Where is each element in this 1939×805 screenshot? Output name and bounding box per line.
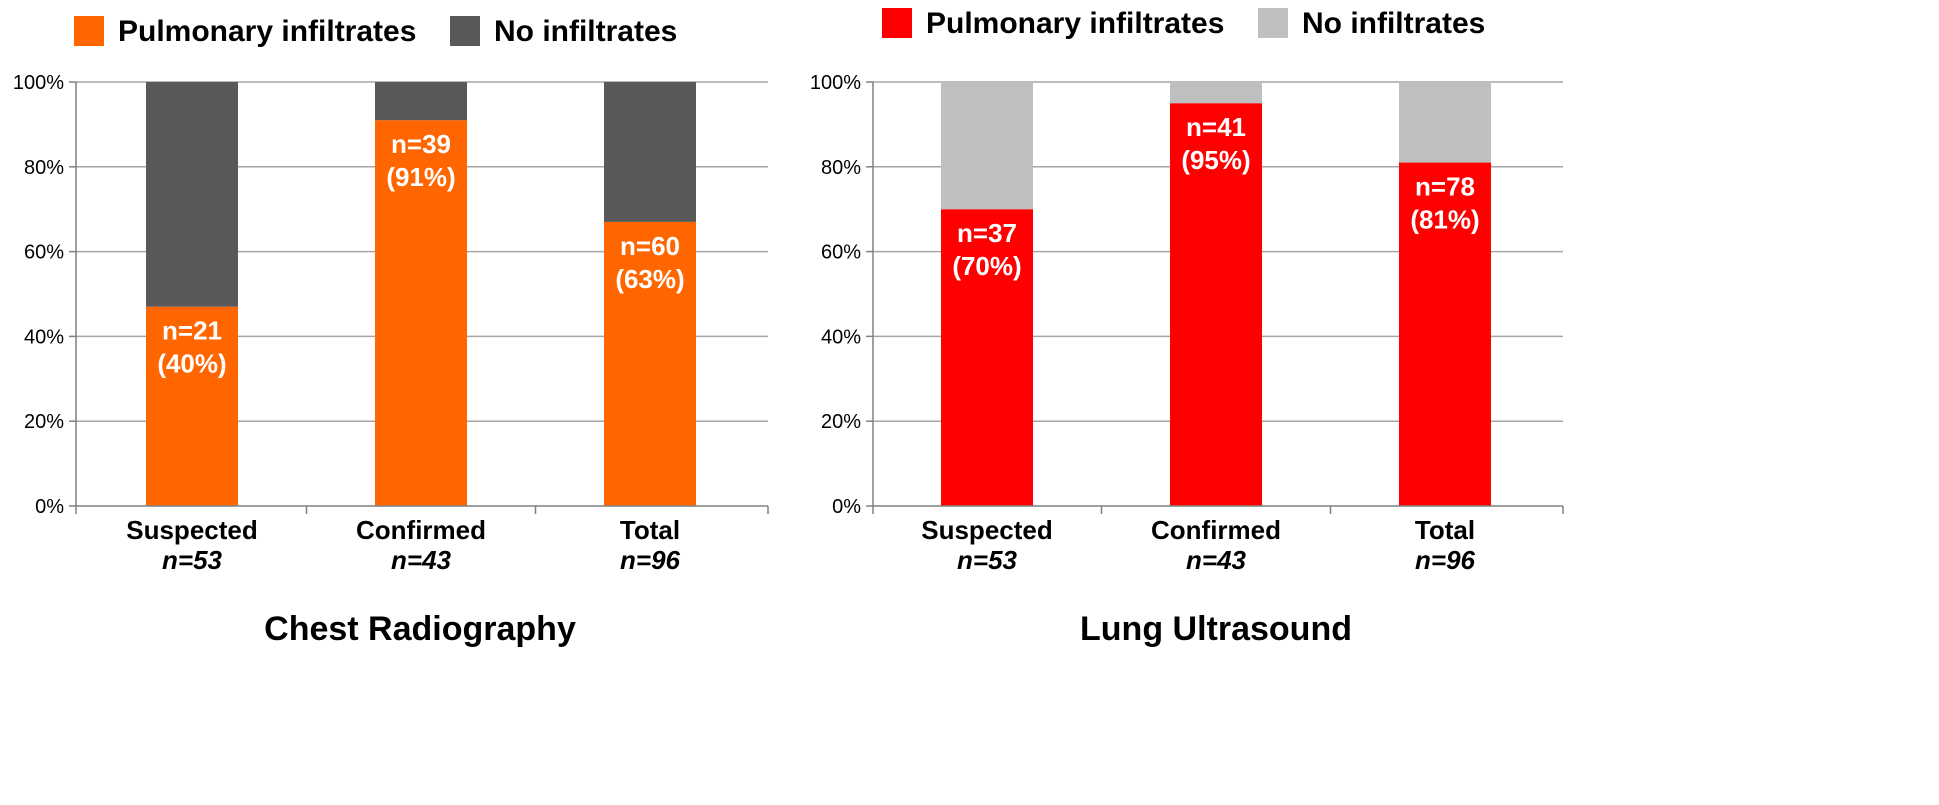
- chart-2-legend-label-2: No infiltrates: [1302, 7, 1485, 40]
- chart-1-bar-total-pulmonary-infiltrates: [604, 221, 696, 507]
- chart-1-xtick-count-suspected: n=53: [162, 545, 223, 575]
- chart-2-bar-confirmed-no-infiltrates: [1170, 82, 1262, 104]
- chart-2-ytick-label-40pct: 40%: [821, 326, 861, 348]
- chart-2-ytick-label-0pct: 0%: [832, 496, 861, 518]
- chart-2-ytick-label-20pct: 20%: [821, 411, 861, 433]
- chart-1-bar-suspected-no-infiltrates: [146, 82, 238, 307]
- chart-2-legend-swatch-1: [882, 8, 912, 38]
- chart-1-bar-confirmed-no-infiltrates: [375, 82, 467, 121]
- chart-1-bar-label-count-total: n=60: [620, 231, 680, 261]
- chart-2-bar-total-no-infiltrates: [1399, 82, 1491, 163]
- chart-1-xtick-count-confirmed: n=43: [391, 545, 452, 575]
- chart-2-xtick-count-suspected: n=53: [957, 545, 1018, 575]
- chart-2-bar-label-pct-suspected: (70%): [952, 251, 1021, 281]
- chart-2-ytick-label-100pct: 100%: [810, 72, 861, 94]
- chart-2-xtick-label-confirmed: Confirmed: [1151, 515, 1281, 545]
- chart-2-bar-label-count-total: n=78: [1415, 172, 1475, 202]
- chart-1-bar-confirmed-pulmonary-infiltrates: [375, 120, 467, 506]
- chart-2-bar-suspected-no-infiltrates: [941, 82, 1033, 210]
- chart-2-bar-confirmed-pulmonary-infiltrates: [1170, 103, 1262, 506]
- chart-2-xtick-label-suspected: Suspected: [921, 515, 1053, 545]
- chart-1-xtick-label-total: Total: [620, 515, 680, 545]
- chart-2-bar-label-pct-confirmed: (95%): [1181, 145, 1250, 175]
- chart-1-bar-suspected-pulmonary-infiltrates: [146, 306, 238, 506]
- chart-2-legend-swatch-2: [1258, 8, 1288, 38]
- chart-2-ytick-label-60pct: 60%: [821, 242, 861, 264]
- chart-1-bar-label-pct-confirmed: (91%): [386, 162, 455, 192]
- chart-2-bar-suspected-pulmonary-infiltrates: [941, 209, 1033, 506]
- chart-1-xtick-count-total: n=96: [620, 545, 681, 575]
- chart-1-ytick-label-100pct: 100%: [13, 72, 64, 94]
- chart-1-ytick-label-80pct: 80%: [24, 157, 64, 179]
- chart-1-legend-swatch-2: [450, 16, 480, 46]
- chart-2-ytick-label-80pct: 80%: [821, 157, 861, 179]
- chart-1-legend-label-1: Pulmonary infiltrates: [118, 15, 416, 48]
- chart-1-bar-total-no-infiltrates: [604, 82, 696, 222]
- chart-2-legend-label-1: Pulmonary infiltrates: [926, 7, 1224, 40]
- chart-1-xtick-label-suspected: Suspected: [126, 515, 258, 545]
- chart-1-bar-label-pct-suspected: (40%): [157, 349, 226, 379]
- chart-2-bar-total-pulmonary-infiltrates: [1399, 162, 1491, 506]
- chart-2-xtick-count-confirmed: n=43: [1186, 545, 1247, 575]
- chart-2-title: Lung Ultrasound: [1080, 610, 1352, 648]
- chart-1-bar-label-pct-total: (63%): [615, 264, 684, 294]
- chart-2-xtick-label-total: Total: [1415, 515, 1475, 545]
- chart-1-legend-label-2: No infiltrates: [494, 15, 677, 48]
- chart-2-xtick-count-total: n=96: [1415, 545, 1476, 575]
- chart-1-ytick-label-20pct: 20%: [24, 411, 64, 433]
- chart-1-bar-label-count-suspected: n=21: [162, 316, 222, 346]
- chart-1-xtick-label-confirmed: Confirmed: [356, 515, 486, 545]
- chart-1-legend-swatch-1: [74, 16, 104, 46]
- chart-2-bar-label-pct-total: (81%): [1410, 205, 1479, 235]
- chart-1-ytick-label-60pct: 60%: [24, 242, 64, 264]
- chart-1-ytick-label-0pct: 0%: [35, 496, 64, 518]
- chart-1-bar-label-count-confirmed: n=39: [391, 129, 451, 159]
- chart-1-title: Chest Radiography: [264, 610, 576, 648]
- chart-1-ytick-label-40pct: 40%: [24, 326, 64, 348]
- chart-2-bar-label-count-suspected: n=37: [957, 218, 1017, 248]
- chart-2-bar-label-count-confirmed: n=41: [1186, 112, 1246, 142]
